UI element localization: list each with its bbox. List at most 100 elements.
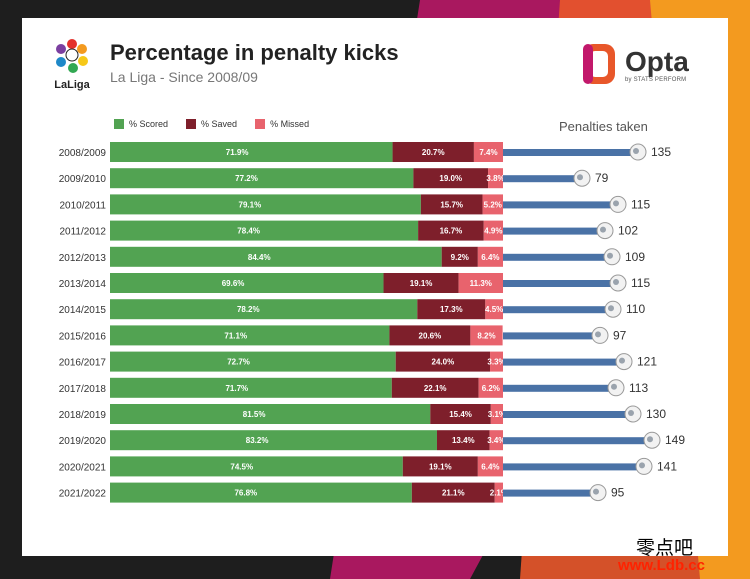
ball-icon-patch <box>607 252 613 259</box>
legend: % Scored % Saved % Missed <box>114 119 309 129</box>
bar-value-label: 3.3% <box>487 358 505 367</box>
ball-icon-patch <box>639 462 645 469</box>
season-label: 2008/2009 <box>59 148 107 159</box>
ball-icon-patch <box>600 226 606 233</box>
bar-value-label: 71.9% <box>226 148 249 157</box>
bar-value-label: 4.5% <box>485 305 503 314</box>
laliga-logo-text: LaLiga <box>54 79 90 91</box>
season-label: 2021/2022 <box>59 489 107 500</box>
bar-value-label: 79.1% <box>239 200 262 209</box>
bar-value-label: 71.1% <box>224 331 247 340</box>
penalty-count-label: 135 <box>651 145 671 159</box>
bar-value-label: 15.7% <box>440 200 463 209</box>
bar-value-label: 19.1% <box>410 279 433 288</box>
bar-segment-saved <box>411 482 495 503</box>
bar-segment-saved <box>418 220 484 241</box>
bar-segment-saved <box>383 273 459 293</box>
penalty-count-label: 115 <box>631 197 650 211</box>
season-label: 2017/2018 <box>59 384 107 395</box>
bar-value-label: 20.6% <box>419 331 442 340</box>
penalty-bar <box>503 358 624 366</box>
bar-value-label: 3.8% <box>486 174 504 183</box>
bar-segment-missed <box>482 194 503 215</box>
bar-value-label: 78.4% <box>237 227 260 236</box>
season-label: 2016/2017 <box>59 358 107 369</box>
bar-segment-saved <box>389 325 471 346</box>
bar-segment-scored <box>110 142 393 162</box>
chart-title: Percentage in penalty kicks <box>110 40 399 65</box>
bar-segment-missed <box>490 351 503 372</box>
season-label: 2018/2019 <box>59 410 107 421</box>
bar-segment-scored <box>110 246 442 267</box>
bar-value-label: 69.6% <box>222 279 245 288</box>
season-label: 2010/2011 <box>59 200 106 211</box>
penalty-count-label: 95 <box>611 486 625 500</box>
bar-segment-missed <box>494 482 503 503</box>
penalties-header: Penalties taken <box>559 119 648 134</box>
bar-value-label: 4.9% <box>484 227 502 236</box>
bar-segment-scored <box>110 168 414 189</box>
ball-icon-patch <box>613 279 619 285</box>
ball-icon-patch <box>633 148 639 154</box>
bar-value-label: 6.4% <box>481 462 499 471</box>
penalty-count-label: 97 <box>613 328 627 342</box>
bar-segment-scored <box>110 456 403 477</box>
ball-icon-patch <box>647 436 653 443</box>
penalty-count-label: 130 <box>646 407 666 421</box>
bar-segment-scored <box>110 273 384 293</box>
bar-value-label: 11.3% <box>470 279 492 288</box>
penalty-bar <box>503 332 600 340</box>
bar-value-label: 5.2% <box>484 200 502 209</box>
legend-saved-label: % Saved <box>201 119 238 129</box>
penalty-count-label: 79 <box>595 171 609 185</box>
bar-value-label: 3.4% <box>487 436 505 445</box>
bar-value-label: 21.1% <box>442 489 465 498</box>
penalty-count-label: 115 <box>631 276 650 290</box>
legend-scored-label: % Scored <box>129 119 169 129</box>
opta-logo-mark <box>583 44 615 84</box>
penalty-bar <box>503 175 582 183</box>
bar-value-label: 6.2% <box>482 384 500 393</box>
penalty-bar <box>503 280 618 287</box>
bar-segment-saved <box>420 194 483 215</box>
legend-missed-label: % Missed <box>270 119 310 129</box>
bar-segment-missed <box>478 377 503 398</box>
season-label: 2011/2012 <box>59 227 106 238</box>
opta-brand: Opta <box>625 46 689 77</box>
watermark-cn: 零点吧 <box>636 537 694 559</box>
bar-value-label: 8.2% <box>477 331 495 340</box>
penalty-count-label: 110 <box>626 302 645 316</box>
bar-segment-scored <box>110 482 412 503</box>
bar-segment-saved <box>430 404 491 424</box>
bar-segment-saved <box>413 168 489 189</box>
ball-icon-patch <box>611 383 617 390</box>
season-label: 2012/2013 <box>59 253 107 264</box>
penalty-bar <box>503 201 618 209</box>
ball-icon-patch <box>613 200 619 207</box>
penalty-count-label: 113 <box>629 381 648 395</box>
bar-segment-scored <box>110 194 421 215</box>
penalty-count-label: 121 <box>637 355 657 369</box>
bar-segment-saved <box>391 377 479 398</box>
ball-icon-patch <box>608 305 614 312</box>
legend-saved: % Saved <box>186 119 237 129</box>
bar-value-label: 17.3% <box>440 305 463 314</box>
bar-value-label: 74.5% <box>230 462 253 471</box>
bar-value-label: 19.0% <box>439 174 462 183</box>
bar-segment-missed <box>470 325 503 346</box>
bar-value-label: 16.7% <box>440 227 463 236</box>
bar-segment-missed <box>473 142 503 162</box>
bar-value-label: 76.8% <box>234 489 257 498</box>
season-label: 2019/2020 <box>59 436 107 447</box>
penalty-bar <box>503 306 613 314</box>
bar-value-label: 15.4% <box>449 410 472 419</box>
bar-segment-missed <box>477 456 503 477</box>
penalty-count-label: 149 <box>665 433 685 447</box>
bar-value-label: 6.4% <box>481 253 499 262</box>
bar-value-label: 24.0% <box>432 358 455 367</box>
bar-segment-saved <box>392 142 474 162</box>
legend-scored-swatch <box>114 119 124 129</box>
bar-segment-missed <box>490 404 503 424</box>
season-label: 2014/2015 <box>59 305 107 316</box>
season-label: 2009/2010 <box>59 174 107 185</box>
